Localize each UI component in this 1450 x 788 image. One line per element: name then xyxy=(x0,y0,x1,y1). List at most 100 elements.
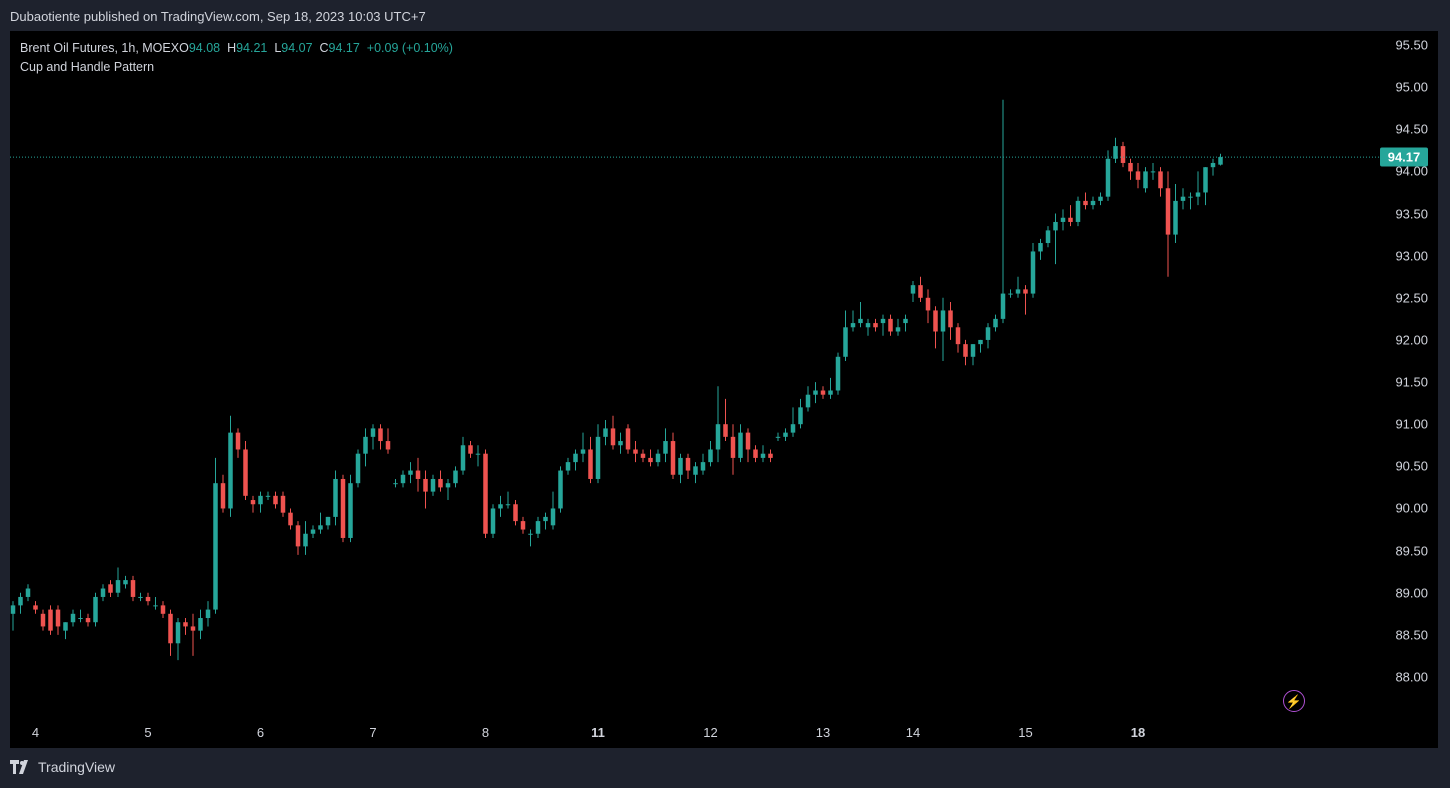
candle-body[interactable] xyxy=(303,533,308,547)
candle-body[interactable] xyxy=(258,495,263,505)
candle-body[interactable] xyxy=(685,457,691,471)
candle-body[interactable] xyxy=(175,622,181,644)
candle-body[interactable] xyxy=(858,318,863,324)
candle-body[interactable] xyxy=(948,310,953,328)
candle-body[interactable] xyxy=(775,436,781,438)
candle-body[interactable] xyxy=(768,453,773,458)
candle-body[interactable] xyxy=(955,327,961,345)
candle-body[interactable] xyxy=(460,445,466,471)
candle-body[interactable] xyxy=(1068,217,1073,222)
candle-body[interactable] xyxy=(745,432,751,450)
candle-body[interactable] xyxy=(978,339,983,345)
candle-body[interactable] xyxy=(1023,289,1028,294)
candle-body[interactable] xyxy=(670,441,676,475)
candle-body[interactable] xyxy=(940,310,946,332)
candle-body[interactable] xyxy=(933,310,938,332)
candle-body[interactable] xyxy=(333,478,338,517)
candle-body[interactable] xyxy=(790,424,796,433)
candle-body[interactable] xyxy=(918,285,923,298)
candle-body[interactable] xyxy=(603,428,608,437)
candle-body[interactable] xyxy=(708,449,713,463)
candle-body[interactable] xyxy=(835,356,841,391)
candle-body[interactable] xyxy=(430,478,436,492)
candle-body[interactable] xyxy=(273,495,278,505)
candle-body[interactable] xyxy=(123,580,128,585)
candle-body[interactable] xyxy=(190,626,196,631)
candle-body[interactable] xyxy=(1120,146,1126,163)
candle-body[interactable] xyxy=(738,432,743,458)
candle-body[interactable] xyxy=(1090,200,1096,206)
candle-body[interactable] xyxy=(10,605,16,614)
candle-body[interactable] xyxy=(160,605,166,614)
candle-body[interactable] xyxy=(498,504,503,509)
candle-body[interactable] xyxy=(130,580,136,597)
candle-body[interactable] xyxy=(1038,243,1043,252)
candle-body[interactable] xyxy=(565,462,571,471)
candle-body[interactable] xyxy=(33,605,38,610)
candle-body[interactable] xyxy=(663,441,668,454)
candle-body[interactable] xyxy=(1180,196,1186,201)
candle-body[interactable] xyxy=(1143,171,1148,189)
candle-body[interactable] xyxy=(1000,293,1006,319)
candle-body[interactable] xyxy=(93,596,98,623)
candle-body[interactable] xyxy=(723,424,728,437)
candle-body[interactable] xyxy=(55,609,61,627)
candle-body[interactable] xyxy=(1060,217,1066,222)
candle-body[interactable] xyxy=(595,436,601,479)
candle-body[interactable] xyxy=(985,327,991,340)
candle-body[interactable] xyxy=(783,432,788,437)
candle-body[interactable] xyxy=(543,516,548,522)
candle-body[interactable] xyxy=(220,483,226,509)
candle-body[interactable] xyxy=(153,605,158,607)
candle-body[interactable] xyxy=(633,449,638,454)
candle-body[interactable] xyxy=(550,508,556,526)
chart-pane[interactable]: Brent Oil Futures, 1h, MOEXO94.08 H94.21… xyxy=(10,31,1438,748)
candle-body[interactable] xyxy=(1135,171,1141,180)
candle-body[interactable] xyxy=(1105,158,1111,197)
candle-body[interactable] xyxy=(243,449,248,496)
candle-body[interactable] xyxy=(1075,200,1081,222)
candle-body[interactable] xyxy=(850,323,856,328)
candle-body[interactable] xyxy=(700,462,706,471)
candle-body[interactable] xyxy=(625,428,631,450)
candle-body[interactable] xyxy=(715,424,721,450)
candle-body[interactable] xyxy=(588,449,593,479)
candle-body[interactable] xyxy=(520,521,526,530)
candle-body[interactable] xyxy=(678,457,683,475)
candle-body[interactable] xyxy=(618,441,623,446)
candle-body[interactable] xyxy=(1015,289,1021,294)
candle-body[interactable] xyxy=(805,394,811,408)
candle-body[interactable] xyxy=(18,596,23,606)
candle-body[interactable] xyxy=(138,596,143,598)
candle-body[interactable] xyxy=(1195,192,1201,197)
candle-body[interactable] xyxy=(580,449,586,454)
candle-body[interactable] xyxy=(828,390,833,395)
candle-body[interactable] xyxy=(400,474,406,484)
candle-body[interactable] xyxy=(1053,221,1058,231)
candle-body[interactable] xyxy=(888,318,893,332)
candle-body[interactable] xyxy=(235,432,241,450)
candle-body[interactable] xyxy=(760,453,766,458)
candle-body[interactable] xyxy=(1158,171,1163,189)
candle-body[interactable] xyxy=(310,529,316,534)
candle-body[interactable] xyxy=(475,453,481,455)
candle-body[interactable] xyxy=(250,500,256,505)
candle-body[interactable] xyxy=(468,445,473,454)
candle-body[interactable] xyxy=(910,285,916,294)
candle-body[interactable] xyxy=(753,449,758,458)
candle-body[interactable] xyxy=(108,584,113,593)
candle-body[interactable] xyxy=(895,327,901,332)
candle-body[interactable] xyxy=(228,432,233,509)
candle-body[interactable] xyxy=(453,470,458,484)
candle-body[interactable] xyxy=(280,495,286,513)
candle-body[interactable] xyxy=(798,407,803,425)
candle-body[interactable] xyxy=(265,495,271,497)
candle-body[interactable] xyxy=(348,483,353,538)
candle-body[interactable] xyxy=(70,613,76,623)
candle-body[interactable] xyxy=(1203,167,1208,193)
candle-body[interactable] xyxy=(205,609,211,619)
candle-body[interactable] xyxy=(513,504,518,522)
candle-body[interactable] xyxy=(438,478,443,488)
candle-body[interactable] xyxy=(48,609,53,631)
candle-body[interactable] xyxy=(1045,230,1051,244)
